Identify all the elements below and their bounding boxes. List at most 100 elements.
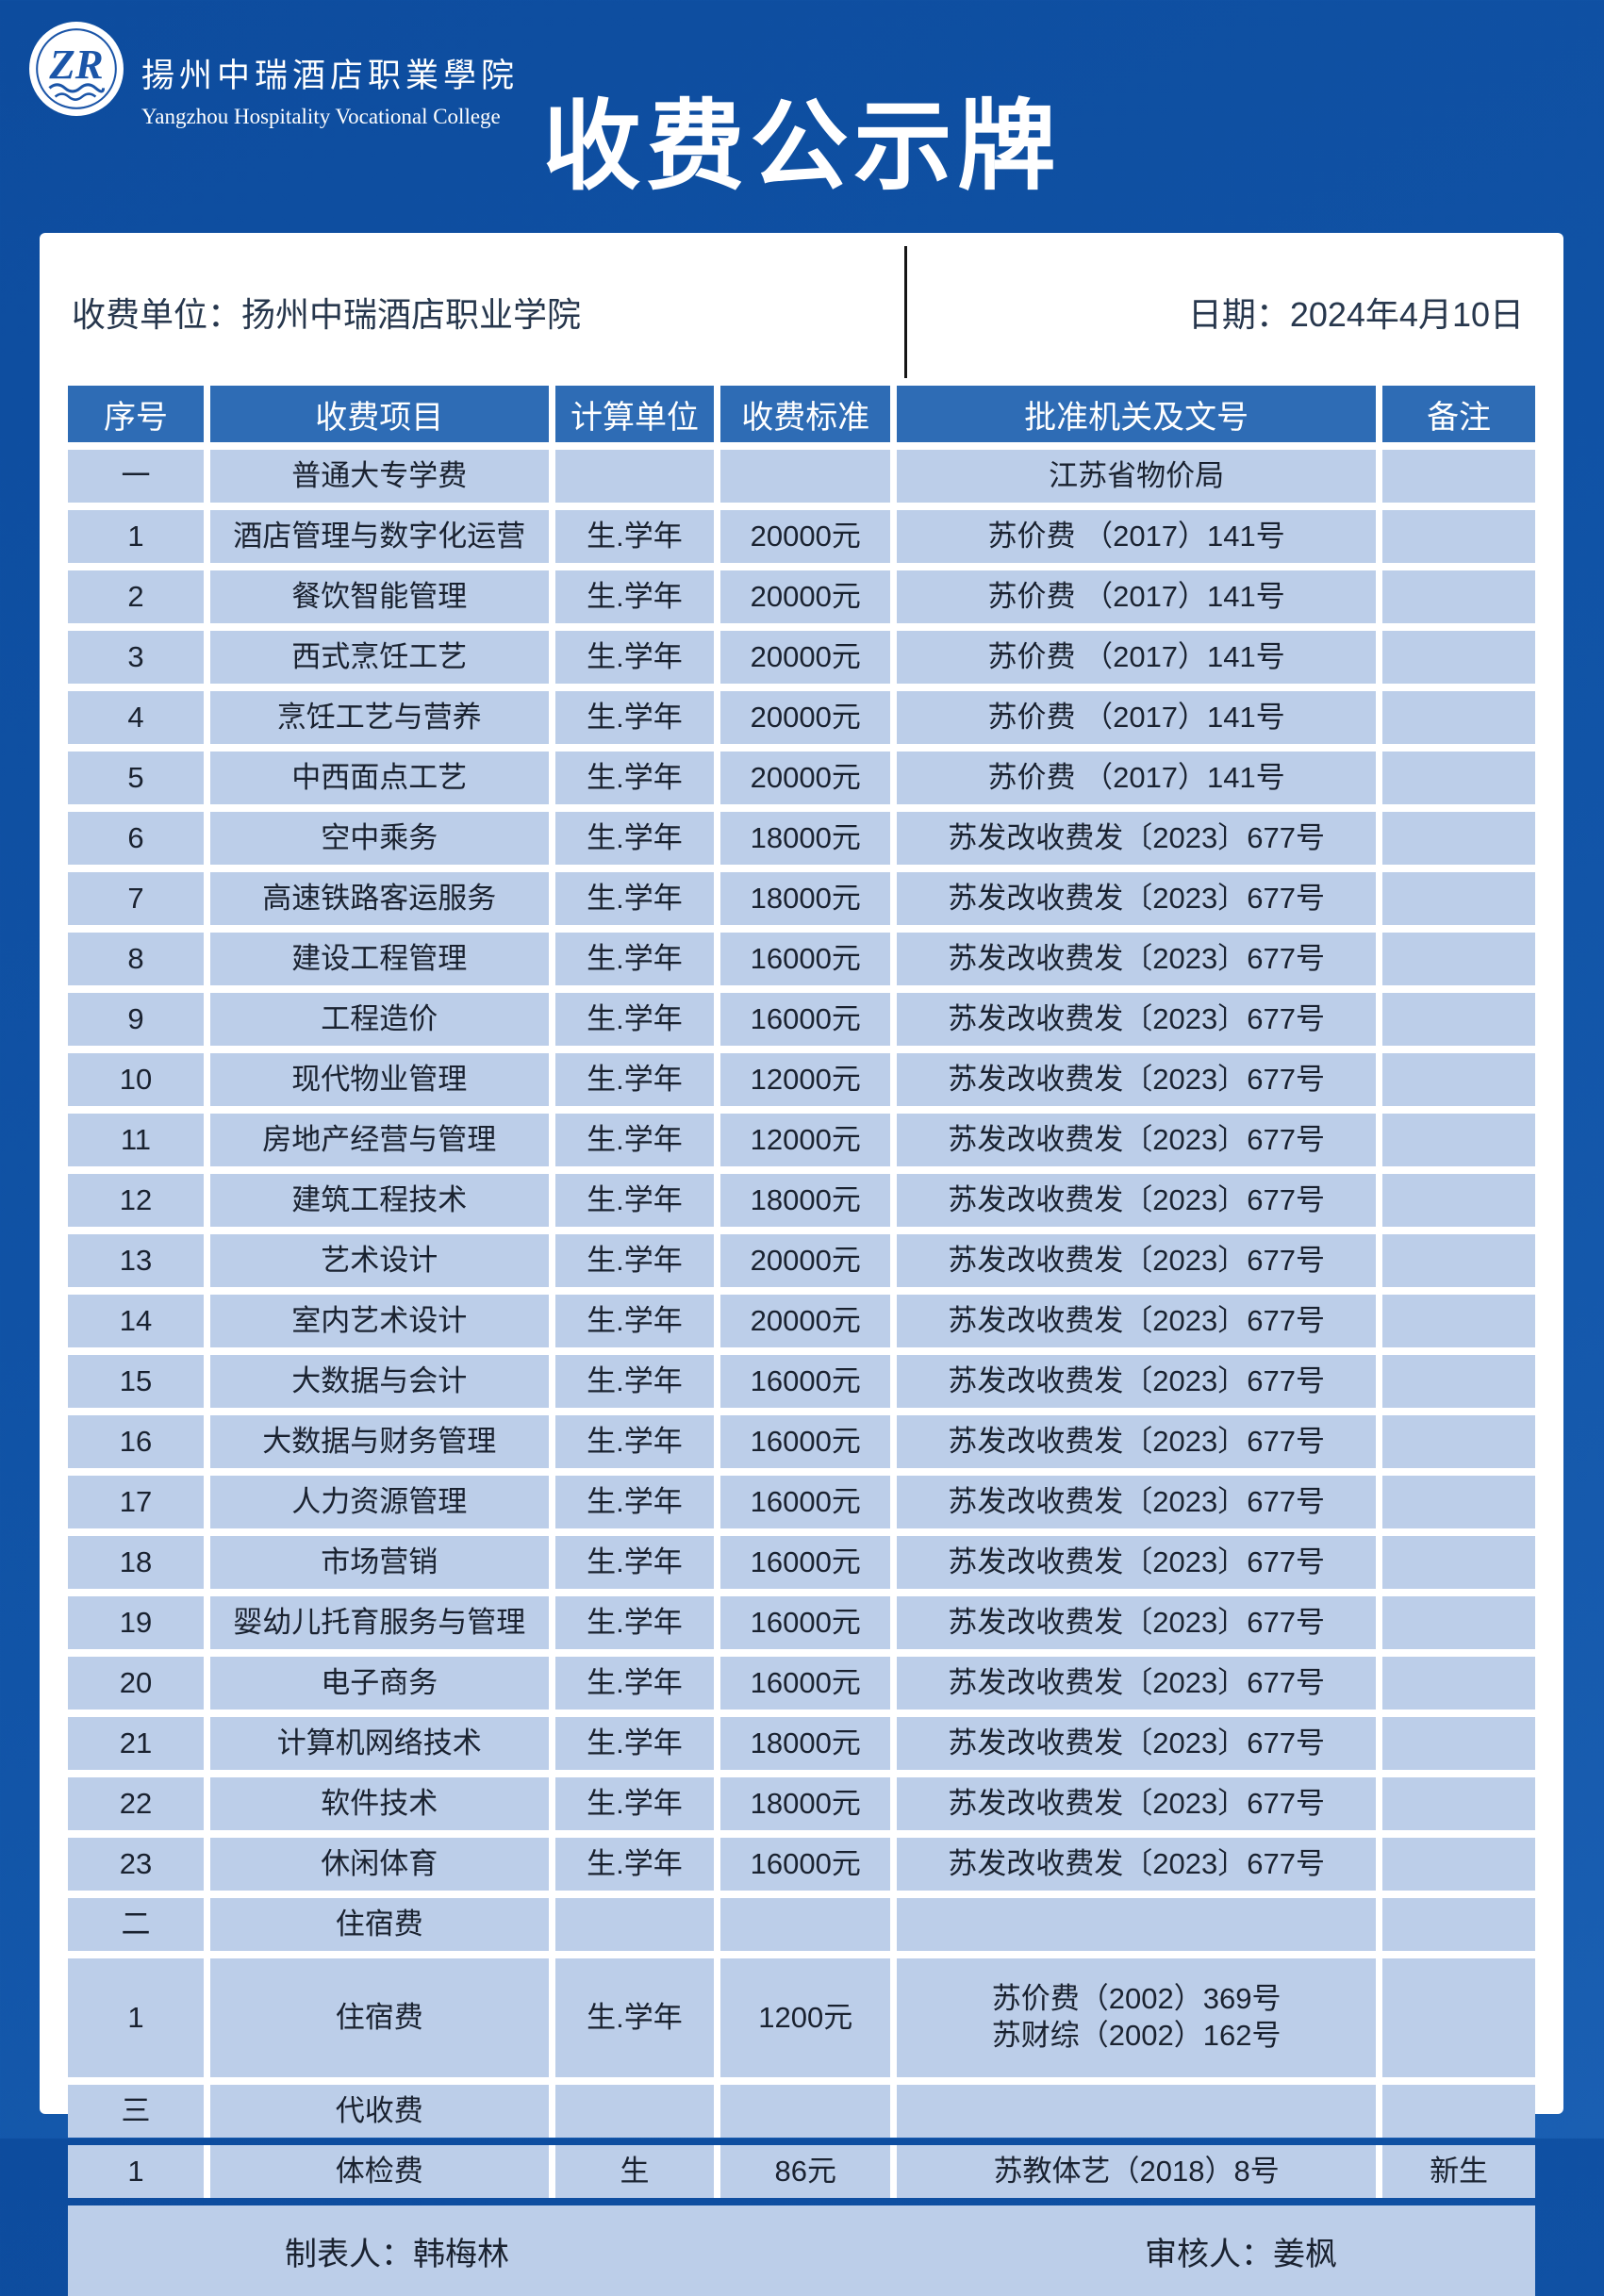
- cell-item: 代收费: [209, 2085, 555, 2138]
- cell-no: 16: [68, 1415, 210, 1468]
- cell-item: 房地产经营与管理: [209, 1114, 555, 1166]
- cell-note: [1382, 1234, 1535, 1287]
- cell-authority: 苏发改收费发〔2023〕677号: [897, 1717, 1383, 1770]
- cell-item: 现代物业管理: [209, 1053, 555, 1106]
- cell-no: 17: [68, 1476, 210, 1528]
- cell-item: 空中乘务: [209, 812, 555, 865]
- college-name-block: 揚州中瑞酒店职業學院 Yangzhou Hospitality Vocation…: [141, 49, 519, 129]
- cell-item: 建设工程管理: [209, 933, 555, 985]
- table-row: 12 建筑工程技术 生.学年 18000元 苏发改收费发〔2023〕677号: [68, 1174, 1535, 1227]
- table-row: 14 室内艺术设计 生.学年 20000元 苏发改收费发〔2023〕677号: [68, 1295, 1535, 1347]
- cell-note: [1382, 1657, 1535, 1710]
- cell-standard: 20000元: [720, 691, 898, 744]
- cell-note: [1382, 1355, 1535, 1408]
- column-header-5: 备注: [1382, 386, 1535, 442]
- table-row: 6 空中乘务 生.学年 18000元 苏发改收费发〔2023〕677号: [68, 812, 1535, 865]
- cell-no: 13: [68, 1234, 210, 1287]
- cell-standard: 20000元: [720, 752, 898, 804]
- cell-unit: 生.学年: [554, 1053, 721, 1106]
- cell-note: [1382, 1476, 1535, 1528]
- fee-table: 序号 收费项目 计算单位 收费标准 批准机关及文号 备注 一普通大专学费 江苏省物价局 1 酒店…: [68, 378, 1535, 2205]
- column-header-4: 批准机关及文号: [897, 386, 1383, 442]
- cell-item: 室内艺术设计: [209, 1295, 555, 1347]
- column-header-1: 收费项目: [209, 386, 555, 442]
- cell-no: 二: [68, 1898, 210, 1951]
- cell-item: 烹饪工艺与营养: [209, 691, 555, 744]
- cell-note: [1382, 1777, 1535, 1830]
- table-row: 三代收费: [68, 2085, 1535, 2138]
- cell-unit: 生.学年: [554, 1476, 721, 1528]
- cell-authority: 苏发改收费发〔2023〕677号: [897, 1114, 1383, 1166]
- table-row: 5 中西面点工艺 生.学年 20000元 苏价费 （2017）141号: [68, 752, 1535, 804]
- cell-item: 建筑工程技术: [209, 1174, 555, 1227]
- table-row: 8 建设工程管理 生.学年 16000元 苏发改收费发〔2023〕677号: [68, 933, 1535, 985]
- cell-no: 6: [68, 812, 210, 865]
- cell-authority: 苏发改收费发〔2023〕677号: [897, 1174, 1383, 1227]
- table-row: 一普通大专学费 江苏省物价局: [68, 450, 1535, 503]
- cell-item: 电子商务: [209, 1657, 555, 1710]
- cell-standard: [720, 1898, 898, 1951]
- cell-authority: 江苏省物价局: [897, 450, 1383, 503]
- cell-authority: 苏发改收费发〔2023〕677号: [897, 872, 1383, 925]
- cell-authority: 苏教体艺（2018）8号: [897, 2145, 1383, 2198]
- cell-authority: 苏价费 （2017）141号: [897, 752, 1383, 804]
- cell-authority: 苏价费（2002）369号 苏财综（2002）162号: [897, 1958, 1383, 2077]
- cell-authority: 苏发改收费发〔2023〕677号: [897, 993, 1383, 1046]
- cell-no: 11: [68, 1114, 210, 1166]
- cell-unit: 生.学年: [554, 1657, 721, 1710]
- cell-note: [1382, 2085, 1535, 2138]
- cell-note: [1382, 1536, 1535, 1589]
- cell-note: [1382, 933, 1535, 985]
- cell-item: 婴幼儿托育服务与管理: [209, 1596, 555, 1649]
- cell-item: 高速铁路客运服务: [209, 872, 555, 925]
- cell-note: [1382, 993, 1535, 1046]
- cell-no: 5: [68, 752, 210, 804]
- cell-standard: 16000元: [720, 993, 898, 1046]
- date-label: 日期：2024年4月10日: [903, 246, 1535, 378]
- cell-standard: 18000元: [720, 872, 898, 925]
- cell-standard: 20000元: [720, 631, 898, 684]
- column-header-2: 计算单位: [554, 386, 721, 442]
- cell-authority: [897, 1898, 1383, 1951]
- table-row: 1 体检费生 86元 苏教体艺（2018）8号 新生: [68, 2145, 1535, 2198]
- table-row: 22 软件技术 生.学年 18000元 苏发改收费发〔2023〕677号: [68, 1777, 1535, 1830]
- cell-standard: 20000元: [720, 510, 898, 563]
- logo-monogram: ZR: [48, 41, 103, 88]
- cell-standard: 16000元: [720, 1415, 898, 1468]
- cell-unit: 生.学年: [554, 1958, 721, 2077]
- cell-unit: [554, 450, 721, 503]
- fee-board-panel: 收费单位：扬州中瑞酒店职业学院 日期：2024年4月10日 序号 收费项目 计算单位…: [40, 233, 1563, 2296]
- cell-unit: 生.学年: [554, 691, 721, 744]
- cell-item: 艺术设计: [209, 1234, 555, 1287]
- college-logo-icon: ZR: [29, 22, 124, 116]
- cell-no: 20: [68, 1657, 210, 1710]
- cell-unit: 生.学年: [554, 510, 721, 563]
- cell-no: 1: [68, 2145, 210, 2198]
- cell-standard: 12000元: [720, 1114, 898, 1166]
- cell-note: [1382, 510, 1535, 563]
- table-row: 23 休闲体育 生.学年 16000元 苏发改收费发〔2023〕677号: [68, 1838, 1535, 1891]
- cell-item: 体检费: [209, 2145, 555, 2198]
- cell-authority: 苏发改收费发〔2023〕677号: [897, 1657, 1383, 1710]
- cell-unit: 生.学年: [554, 1536, 721, 1589]
- cell-note: 新生: [1382, 2145, 1535, 2198]
- cell-unit: 生.学年: [554, 993, 721, 1046]
- page-header: ZR 揚州中瑞酒店职業學院 Yangzhou Hospitality Vocat…: [28, 21, 519, 129]
- cell-authority: 苏发改收费发〔2023〕677号: [897, 1053, 1383, 1106]
- cell-standard: 1200元: [720, 1958, 898, 2077]
- cell-no: 三: [68, 2085, 210, 2138]
- preparer-label: 制表人：韩梅林: [285, 2236, 509, 2272]
- cell-note: [1382, 872, 1535, 925]
- cell-unit: 生.学年: [554, 1777, 721, 1830]
- cell-standard: [720, 450, 898, 503]
- reviewer-label: 审核人：姜枫: [1145, 2236, 1337, 2272]
- cell-unit: 生.学年: [554, 570, 721, 623]
- cell-authority: 苏发改收费发〔2023〕677号: [897, 933, 1383, 985]
- cell-unit: 生.学年: [554, 1355, 721, 1408]
- cell-standard: 16000元: [720, 1476, 898, 1528]
- cell-note: [1382, 691, 1535, 744]
- cell-no: 7: [68, 872, 210, 925]
- cell-authority: 苏发改收费发〔2023〕677号: [897, 1476, 1383, 1528]
- cell-authority: 苏发改收费发〔2023〕677号: [897, 1838, 1383, 1891]
